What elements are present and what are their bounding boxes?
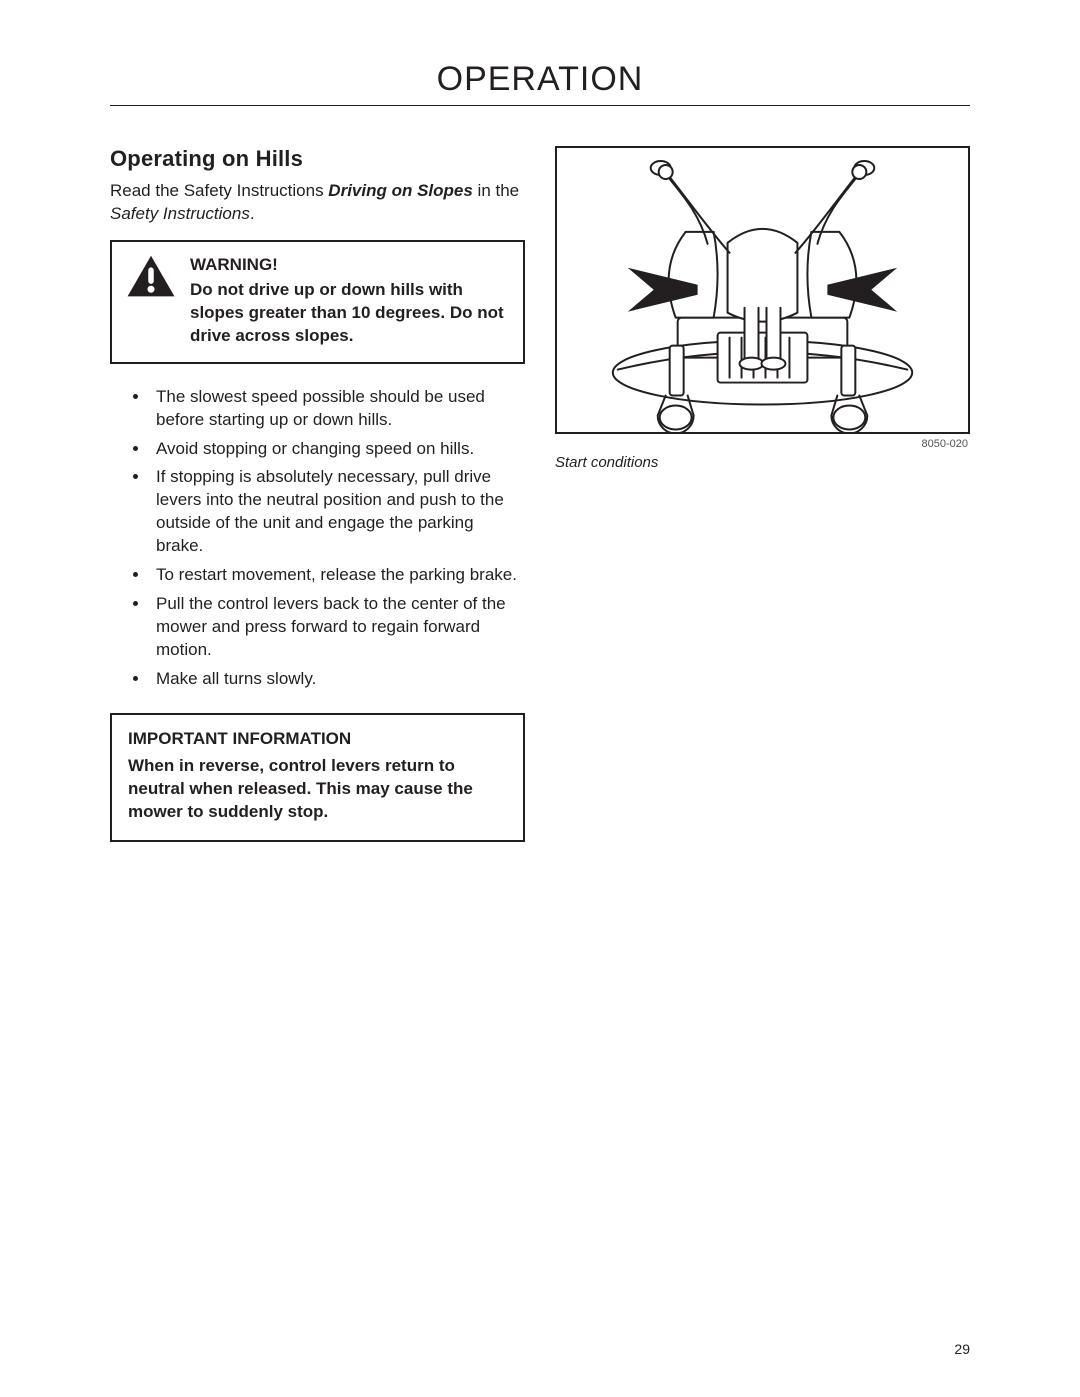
intro-post: . bbox=[250, 204, 255, 223]
list-item: Avoid stopping or changing speed on hill… bbox=[150, 438, 525, 461]
figure-number: 8050-020 bbox=[555, 438, 970, 450]
warning-title: WARNING! bbox=[190, 254, 509, 277]
warning-body: Do not drive up or down hills with slope… bbox=[190, 279, 509, 348]
list-item: To restart movement, release the parking… bbox=[150, 564, 525, 587]
page-number: 29 bbox=[954, 1341, 970, 1357]
list-item: Pull the control levers back to the cent… bbox=[150, 593, 525, 662]
bullet-list: The slowest speed possible should be use… bbox=[110, 386, 525, 691]
intro-paragraph: Read the Safety Instructions Driving on … bbox=[110, 180, 525, 226]
list-item: Make all turns slowly. bbox=[150, 668, 525, 691]
info-title: IMPORTANT INFORMATION bbox=[128, 729, 507, 749]
list-item: The slowest speed possible should be use… bbox=[150, 386, 525, 432]
page-header-title: OPERATION bbox=[110, 60, 970, 106]
intro-bold-ref: Driving on Slopes bbox=[328, 181, 473, 200]
intro-mid: in the bbox=[473, 181, 519, 200]
two-column-content: Operating on Hills Read the Safety Instr… bbox=[110, 146, 970, 842]
right-column: 8050-020 Start conditions bbox=[555, 146, 970, 842]
info-body: When in reverse, control levers return t… bbox=[128, 755, 507, 824]
list-item: If stopping is absolutely necessary, pul… bbox=[150, 466, 525, 558]
important-info-callout: IMPORTANT INFORMATION When in reverse, c… bbox=[110, 713, 525, 842]
warning-icon bbox=[126, 254, 176, 298]
page-container: OPERATION Operating on Hills Read the Sa… bbox=[0, 0, 1080, 1397]
figure-caption: Start conditions bbox=[555, 454, 970, 471]
intro-italic-ref: Safety Instructions bbox=[110, 204, 250, 223]
warning-callout: WARNING! Do not drive up or down hills w… bbox=[110, 240, 525, 364]
left-column: Operating on Hills Read the Safety Instr… bbox=[110, 146, 525, 842]
intro-pre: Read the Safety Instructions bbox=[110, 181, 328, 200]
figure-illustration bbox=[555, 146, 970, 434]
warning-text-block: WARNING! Do not drive up or down hills w… bbox=[190, 254, 509, 348]
section-heading: Operating on Hills bbox=[110, 146, 525, 172]
